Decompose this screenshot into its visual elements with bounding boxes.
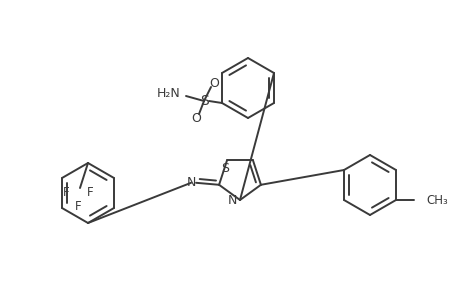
Text: CH₃: CH₃ <box>425 194 447 206</box>
Text: N: N <box>186 176 196 189</box>
Text: S: S <box>199 94 208 108</box>
Text: S: S <box>221 162 229 175</box>
Text: F: F <box>86 187 93 200</box>
Text: F: F <box>62 187 69 200</box>
Text: F: F <box>74 200 81 212</box>
Text: H₂N: H₂N <box>156 86 179 100</box>
Text: O: O <box>190 112 201 125</box>
Text: O: O <box>209 76 218 89</box>
Text: N: N <box>227 194 236 206</box>
